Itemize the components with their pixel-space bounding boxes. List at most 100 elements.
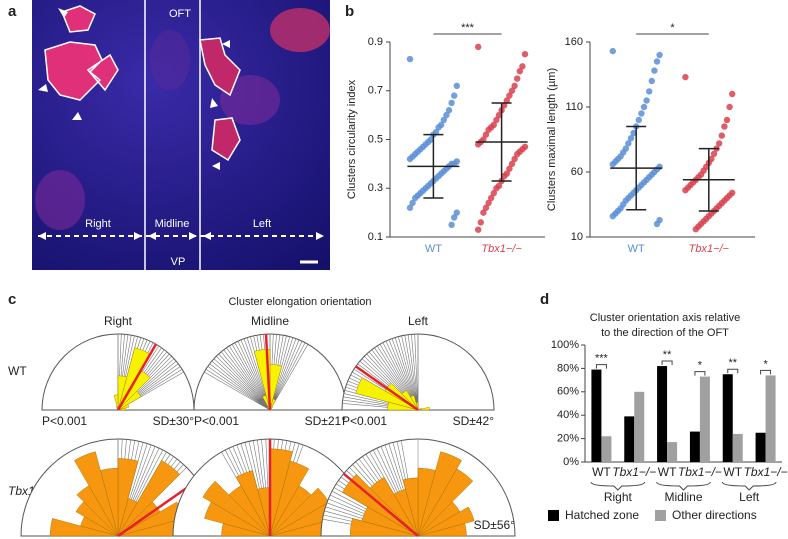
sector <box>76 485 119 537</box>
category-label: WT <box>628 243 645 255</box>
mean-direction <box>264 334 272 411</box>
point <box>627 135 635 142</box>
sector <box>349 518 419 537</box>
point <box>440 116 447 124</box>
p-value: P<0.001 <box>342 414 387 428</box>
sector <box>75 501 119 537</box>
point <box>495 111 503 119</box>
point <box>635 116 642 124</box>
point <box>514 75 521 82</box>
sig-bracket <box>727 368 739 374</box>
y-tick-label: 110 <box>565 101 583 113</box>
y-tick-label: 100% <box>551 339 579 351</box>
category-label: Tbx1−/− <box>481 243 522 255</box>
point <box>443 111 450 119</box>
point <box>630 129 637 137</box>
point <box>682 73 689 81</box>
sector <box>262 395 271 411</box>
group-brace <box>590 481 646 491</box>
sector <box>417 407 422 411</box>
y-tick-label: 0.1 <box>368 231 383 243</box>
point <box>609 47 616 55</box>
sector <box>74 451 119 537</box>
point <box>485 126 492 133</box>
sig-label: ** <box>663 349 672 361</box>
point <box>435 124 442 131</box>
x-tick-label: Tbx1−/− <box>744 465 788 479</box>
p-value: P<0.001 <box>194 414 239 428</box>
panel-label: a <box>8 3 17 20</box>
point <box>511 82 518 90</box>
sig-label: * <box>763 358 768 370</box>
y-tick-label: 40% <box>557 409 579 421</box>
panel-label: b <box>345 3 354 20</box>
sector <box>117 460 181 537</box>
point <box>729 90 736 98</box>
sector <box>417 506 475 537</box>
bar <box>601 436 612 462</box>
category-label: WT <box>425 243 442 255</box>
point <box>406 155 414 163</box>
point <box>501 172 508 180</box>
sig-bracket <box>694 371 706 376</box>
column-title: Right <box>104 314 133 328</box>
sector <box>417 467 436 537</box>
panel-label: c <box>8 291 16 308</box>
point <box>640 103 648 111</box>
point <box>451 214 458 221</box>
sector <box>417 451 462 537</box>
point <box>638 110 645 117</box>
mean-direction <box>116 343 158 411</box>
category-label: Tbx1−/− <box>689 243 730 255</box>
y-axis-label: Clusters maximal length (µm) <box>546 68 558 211</box>
y-axis-label: Clusters circularity index <box>346 79 358 199</box>
point <box>646 88 653 95</box>
point <box>406 55 414 63</box>
y-tick-label: 20% <box>557 433 579 445</box>
point <box>516 68 523 75</box>
sector <box>355 377 419 411</box>
point <box>682 187 689 194</box>
bar <box>667 442 678 462</box>
y-tick-label: 160 <box>565 36 583 48</box>
point <box>406 204 414 211</box>
point <box>511 155 518 163</box>
chart-title: to the direction of the OFT <box>601 327 729 339</box>
point <box>480 209 487 216</box>
y-tick-label: 0% <box>563 456 579 468</box>
point <box>521 50 529 58</box>
point <box>653 58 661 65</box>
y-tick-label: 80% <box>557 362 579 374</box>
bar <box>591 369 602 462</box>
chart-title: Cluster orientation axis relative <box>590 312 740 324</box>
point <box>485 199 492 207</box>
sig-label: * <box>698 359 703 371</box>
point <box>718 132 725 139</box>
point <box>475 226 482 233</box>
group-label: Right <box>604 490 633 504</box>
point <box>643 97 650 104</box>
sector <box>117 458 139 537</box>
bar <box>657 366 668 462</box>
image-label: Left <box>253 218 271 230</box>
point <box>653 220 661 228</box>
point <box>490 189 497 197</box>
sector <box>49 518 119 537</box>
bar <box>699 376 710 462</box>
point <box>493 116 500 124</box>
point <box>726 103 733 111</box>
row-label: WT <box>8 364 27 378</box>
image-label: VP <box>171 256 186 268</box>
group-label: Midline <box>664 490 702 504</box>
sector <box>254 348 271 411</box>
point <box>453 82 460 90</box>
x-tick-label: WT <box>723 465 742 479</box>
sig-label: * <box>670 22 675 34</box>
point <box>609 213 616 220</box>
chart-title: Cluster elongation orientation <box>228 296 371 308</box>
sd-label: SD±30° <box>153 414 195 428</box>
point <box>482 131 490 138</box>
sig-label: ** <box>728 357 737 369</box>
sig-label: *** <box>461 22 475 34</box>
legend-label: Hatched zone <box>565 508 639 522</box>
